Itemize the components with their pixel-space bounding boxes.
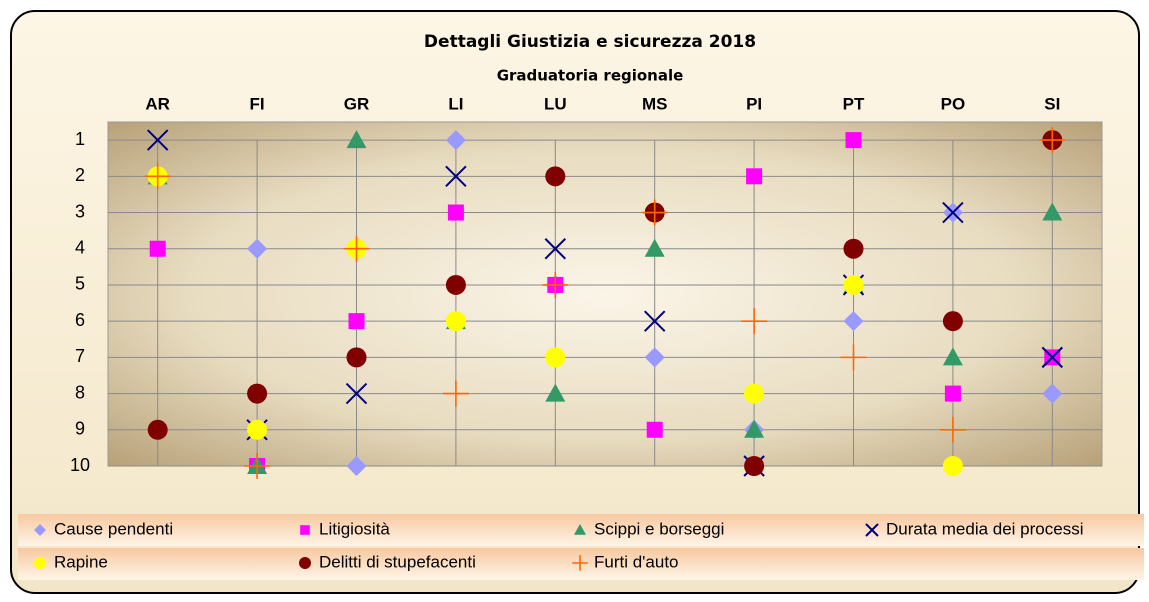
legend-label: Rapine [54, 552, 108, 571]
marker [346, 130, 367, 149]
marker [247, 419, 268, 440]
x-tick-label: GR [344, 94, 370, 113]
marker [1042, 202, 1063, 221]
marker [942, 347, 963, 366]
marker [149, 240, 166, 257]
y-tick-label: 1 [75, 129, 85, 149]
marker [643, 310, 666, 332]
marker [1041, 346, 1064, 369]
x-tick-label: AR [145, 94, 170, 113]
marker [1042, 383, 1063, 404]
marker [34, 557, 46, 569]
y-tick-label: 9 [75, 419, 85, 439]
marker [147, 419, 168, 440]
marker [447, 204, 464, 221]
marker [244, 453, 271, 479]
marker [646, 421, 663, 438]
legend-item: Rapine [34, 552, 108, 571]
legend-item: Durata media dei processi [865, 519, 1083, 538]
marker [641, 199, 668, 226]
marker [348, 313, 365, 330]
marker [944, 385, 961, 402]
x-tick-label: FI [250, 94, 265, 113]
legend-item: Litigiosità [300, 519, 390, 538]
marker [744, 383, 765, 404]
marker [744, 419, 765, 438]
y-tick-label: 2 [75, 165, 85, 185]
marker [442, 380, 469, 407]
chart-subtitle: Graduatoria regionale [497, 67, 684, 85]
marker [247, 238, 268, 259]
marker [346, 456, 367, 476]
marker [346, 347, 367, 368]
chart-title: Dettagli Giustizia e sicurezza 2018 [424, 32, 756, 52]
marker [942, 311, 963, 332]
marker [445, 165, 467, 188]
marker [144, 163, 171, 190]
y-tick-label: 5 [75, 274, 85, 294]
x-tick-label: PT [843, 94, 865, 113]
y-tick-label: 7 [75, 346, 85, 366]
x-tick-label: PI [746, 94, 762, 113]
y-tick-label: 8 [75, 382, 85, 402]
x-tick-label: MS [642, 94, 668, 113]
marker [843, 238, 864, 259]
marker [545, 166, 566, 187]
legend-label: Litigiosità [319, 519, 390, 538]
marker [345, 382, 368, 405]
marker [445, 274, 466, 295]
legend-item: Cause pendenti [34, 519, 173, 538]
marker [545, 347, 566, 368]
y-tick-label: 10 [70, 455, 90, 475]
marker [744, 456, 765, 476]
marker [572, 555, 588, 571]
legend-label: Cause pendenti [54, 519, 173, 538]
marker [247, 383, 268, 404]
marker [840, 344, 867, 371]
legend-label: Delitti di stupefacenti [319, 552, 476, 571]
marker [644, 347, 665, 368]
legend-item: Furti d'auto [572, 552, 679, 571]
y-tick-label: 6 [75, 310, 85, 330]
legend-band [18, 548, 1144, 580]
x-tick-label: LU [544, 94, 567, 113]
marker [34, 524, 46, 536]
marker [343, 235, 370, 262]
marker [843, 274, 864, 295]
marker [300, 525, 310, 535]
marker [746, 168, 763, 185]
legend-label: Durata media dei processi [886, 519, 1083, 538]
marker [445, 311, 466, 332]
marker [845, 132, 862, 149]
marker [741, 308, 768, 335]
marker [865, 523, 879, 537]
marker [644, 238, 665, 257]
marker [843, 311, 864, 332]
marker [1039, 127, 1066, 154]
marker [574, 524, 586, 535]
marker [542, 271, 569, 298]
marker [544, 238, 567, 260]
y-tick-label: 4 [75, 237, 85, 257]
legend-label: Scippi e borseggi [594, 519, 724, 538]
marker [942, 201, 964, 224]
x-tick-label: SI [1044, 94, 1060, 113]
marker [445, 130, 466, 151]
marker [146, 129, 169, 151]
x-tick-label: LI [448, 94, 463, 113]
marker [942, 456, 963, 476]
marker [299, 557, 311, 569]
legend-item: Scippi e borseggi [574, 519, 724, 538]
legend-item: Delitti di stupefacenti [299, 552, 476, 571]
y-tick-label: 3 [75, 201, 85, 221]
plot-area [107, 121, 1103, 467]
legend-label: Furti d'auto [594, 552, 679, 571]
marker [545, 383, 566, 402]
marker [939, 416, 966, 443]
x-tick-label: PO [941, 94, 966, 113]
